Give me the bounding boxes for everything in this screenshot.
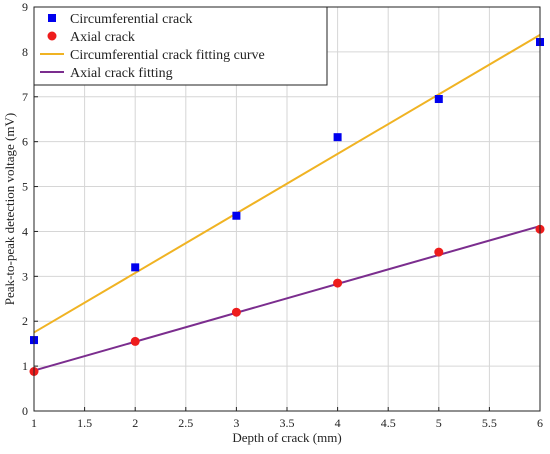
fit-lines bbox=[33, 33, 541, 372]
x-axis-ticks: 1 1.5 2 2.5 3 3.5 4 4.5 5 5.5 6 bbox=[31, 407, 543, 430]
x-tick-label: 4.5 bbox=[381, 416, 396, 430]
x-tick-label: 1 bbox=[31, 416, 37, 430]
x-axis-label: Depth of crack (mm) bbox=[232, 430, 341, 445]
y-tick-label: 5 bbox=[22, 180, 28, 194]
y-tick-label: 1 bbox=[22, 359, 28, 373]
y-tick-label: 8 bbox=[22, 45, 28, 59]
legend-label: Axial crack fitting bbox=[70, 66, 173, 81]
y-axis-label: Peak-to-peak detection voltage (mV) bbox=[2, 113, 17, 305]
square-marker bbox=[333, 133, 342, 142]
y-tick-label: 3 bbox=[22, 269, 28, 283]
circle-marker bbox=[434, 247, 444, 257]
legend-label: Axial crack bbox=[70, 30, 135, 45]
y-tick-label: 2 bbox=[22, 314, 28, 328]
legend-label: Circumferential crack bbox=[70, 12, 192, 27]
circle-marker bbox=[231, 307, 241, 317]
x-tick-label: 6 bbox=[537, 416, 543, 430]
x-tick-label: 1.5 bbox=[77, 416, 92, 430]
series-line-2 bbox=[33, 33, 541, 334]
legend-label: Circumferential crack fitting curve bbox=[70, 48, 265, 63]
y-tick-label: 7 bbox=[22, 90, 28, 104]
circle-marker bbox=[130, 336, 140, 346]
series-line-3 bbox=[33, 225, 541, 372]
square-marker bbox=[232, 211, 241, 220]
x-tick-label: 5.5 bbox=[482, 416, 497, 430]
x-tick-label: 3.5 bbox=[280, 416, 295, 430]
legend-box bbox=[33, 6, 328, 86]
circle-marker bbox=[333, 278, 343, 288]
legend-circle-swatch bbox=[47, 31, 57, 41]
y-tick-label: 0 bbox=[22, 404, 28, 418]
x-tick-label: 3 bbox=[233, 416, 239, 430]
y-tick-label: 9 bbox=[22, 0, 28, 14]
x-tick-label: 2.5 bbox=[178, 416, 193, 430]
square-marker bbox=[131, 263, 140, 272]
y-tick-label: 4 bbox=[22, 224, 28, 238]
x-tick-label: 2 bbox=[132, 416, 138, 430]
legend: Circumferential crack Axial crack Circumfe… bbox=[33, 6, 328, 86]
x-tick-label: 4 bbox=[335, 416, 341, 430]
legend-square-swatch bbox=[48, 14, 56, 22]
square-marker bbox=[434, 95, 443, 104]
y-tick-label: 6 bbox=[22, 135, 28, 149]
x-tick-label: 5 bbox=[436, 416, 442, 430]
